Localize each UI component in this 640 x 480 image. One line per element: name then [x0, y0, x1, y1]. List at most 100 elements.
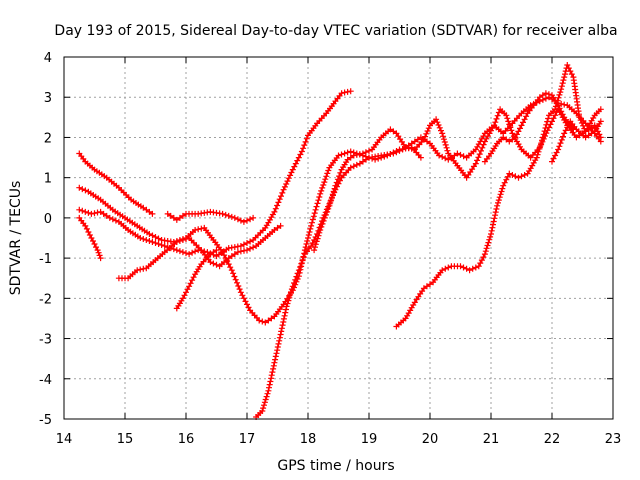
data-point-marker: [533, 154, 540, 161]
data-point-marker: [329, 191, 336, 198]
y-tick-label: 4: [44, 51, 52, 66]
data-point-marker: [423, 283, 430, 290]
data-point-marker: [326, 202, 333, 209]
data-point-marker: [493, 115, 500, 122]
data-point-marker: [557, 140, 564, 147]
data-point-marker: [143, 237, 150, 243]
data-point-marker: [192, 248, 199, 255]
data-point-marker: [317, 190, 324, 197]
data-point-marker: [244, 240, 250, 246]
data-point-marker: [306, 229, 313, 235]
data-point-marker: [558, 83, 565, 90]
data-point-marker: [275, 199, 282, 206]
data-point-marker: [146, 238, 153, 244]
data-point-marker: [492, 119, 499, 126]
data-point-marker: [303, 135, 310, 142]
data-point-marker: [134, 267, 141, 274]
data-point-marker: [231, 273, 238, 280]
data-point-marker: [507, 124, 514, 131]
data-point-marker: [493, 206, 500, 212]
data-point-marker: [495, 197, 502, 204]
data-point-marker: [543, 121, 550, 128]
data-point-marker: [576, 114, 583, 121]
data-point-marker: [556, 143, 563, 150]
data-point-marker: [494, 202, 501, 209]
data-point-marker: [330, 188, 337, 195]
data-point-marker: [210, 249, 217, 256]
data-point-marker: [146, 231, 153, 237]
data-point-marker: [441, 139, 448, 145]
data-point-marker: [597, 134, 604, 141]
data-point-marker: [509, 172, 516, 178]
data-point-marker: [293, 273, 300, 280]
data-point-marker: [256, 317, 263, 324]
data-point-marker: [173, 247, 180, 254]
data-point-marker: [276, 334, 283, 341]
data-point-marker: [443, 144, 450, 151]
data-point-marker: [234, 249, 241, 256]
data-point-marker: [539, 134, 546, 141]
data-point-marker: [284, 178, 291, 185]
data-point-marker: [542, 90, 549, 97]
data-point-marker: [480, 141, 487, 148]
data-point-marker: [408, 145, 415, 152]
data-point-marker: [347, 88, 354, 95]
data-point-marker: [112, 217, 119, 224]
data-point-marker: [247, 216, 254, 223]
data-point-marker: [338, 151, 345, 158]
series-prn-f: [173, 247, 220, 312]
data-point-marker: [179, 212, 186, 219]
data-point-marker: [314, 235, 321, 242]
data-point-marker: [308, 222, 315, 229]
data-point-marker: [417, 154, 424, 161]
data-point-marker: [320, 182, 327, 188]
data-point-marker: [581, 125, 588, 132]
data-point-marker: [356, 151, 363, 158]
data-point-marker: [312, 241, 319, 248]
data-point-marker: [315, 232, 322, 239]
data-point-marker: [302, 244, 309, 251]
x-tick-label: 19: [361, 432, 378, 447]
data-point-marker: [414, 136, 421, 143]
data-point-marker: [313, 238, 320, 245]
data-point-marker: [299, 257, 306, 264]
data-point-marker: [82, 187, 89, 194]
data-point-marker: [564, 62, 571, 68]
data-point-marker: [494, 112, 501, 119]
data-point-marker: [545, 115, 552, 122]
data-point-marker: [457, 263, 464, 270]
data-point-marker: [490, 218, 497, 225]
data-point-marker: [244, 217, 250, 224]
data-point-marker: [288, 289, 294, 295]
data-point-marker: [187, 280, 194, 287]
data-point-marker: [558, 86, 565, 93]
data-point-marker: [366, 147, 372, 154]
data-point-marker: [321, 179, 328, 186]
data-point-marker: [472, 160, 479, 167]
data-point-marker: [109, 216, 116, 223]
data-point-marker: [225, 255, 232, 262]
x-axis-label: GPS time / hours: [277, 458, 394, 474]
data-point-marker: [422, 133, 429, 140]
data-point-marker: [316, 229, 323, 236]
data-point-marker: [96, 252, 103, 259]
data-point-marker: [192, 227, 199, 233]
data-point-marker: [262, 396, 269, 403]
data-point-marker: [512, 173, 519, 180]
y-tick-label: 2: [44, 131, 52, 146]
data-point-marker: [304, 238, 311, 244]
data-point-marker: [152, 240, 159, 246]
data-point-marker: [179, 237, 186, 243]
data-point-marker: [537, 143, 544, 150]
data-point-marker: [267, 378, 274, 385]
data-point-marker: [300, 145, 307, 152]
data-point-marker: [481, 251, 488, 258]
data-point-marker: [313, 203, 320, 210]
data-point-marker: [274, 202, 281, 209]
data-point-marker: [472, 264, 479, 271]
data-point-marker: [475, 263, 482, 270]
data-point-marker: [396, 147, 403, 154]
data-point-marker: [319, 220, 326, 227]
data-point-marker: [362, 149, 369, 156]
data-point-marker: [183, 250, 189, 257]
